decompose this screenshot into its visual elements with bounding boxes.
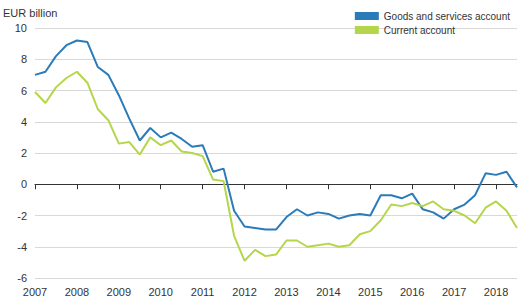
svg-text:10: 10	[15, 22, 27, 34]
svg-text:2018: 2018	[484, 286, 508, 298]
svg-text:Current account: Current account	[384, 25, 455, 36]
svg-text:-6: -6	[17, 272, 27, 284]
svg-text:2017: 2017	[442, 286, 466, 298]
svg-text:2010: 2010	[148, 286, 172, 298]
svg-text:2016: 2016	[400, 286, 424, 298]
svg-text:2012: 2012	[232, 286, 256, 298]
svg-text:2014: 2014	[316, 286, 340, 298]
svg-text:-4: -4	[17, 241, 27, 253]
svg-text:8: 8	[21, 53, 27, 65]
svg-text:-2: -2	[17, 210, 27, 222]
svg-text:0: 0	[21, 178, 27, 190]
svg-text:EUR billion: EUR billion	[3, 7, 57, 19]
svg-text:2: 2	[21, 147, 27, 159]
svg-text:2007: 2007	[23, 286, 47, 298]
svg-text:2015: 2015	[358, 286, 382, 298]
svg-text:2009: 2009	[107, 286, 131, 298]
svg-text:4: 4	[21, 116, 27, 128]
svg-text:Goods and services account: Goods and services account	[384, 11, 510, 22]
svg-text:6: 6	[21, 85, 27, 97]
svg-text:2011: 2011	[191, 286, 215, 298]
svg-text:2013: 2013	[274, 286, 298, 298]
svg-text:2008: 2008	[65, 286, 89, 298]
